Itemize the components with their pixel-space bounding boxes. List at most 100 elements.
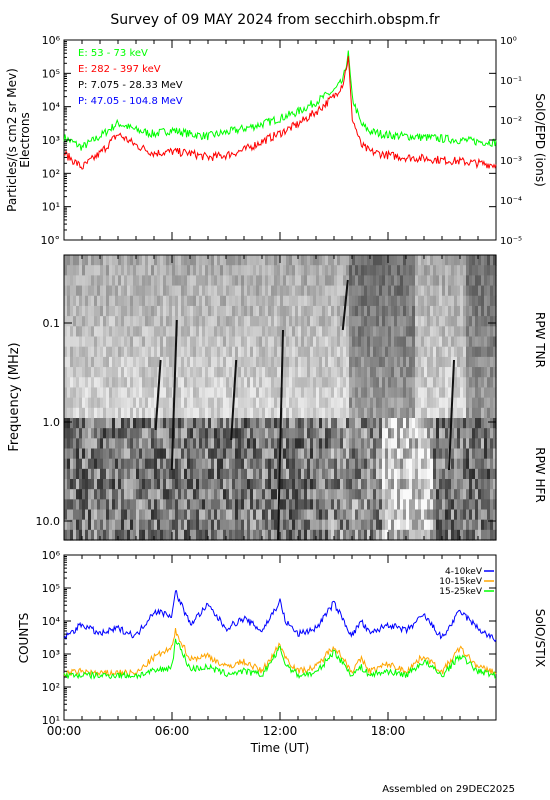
tnr-cell xyxy=(481,326,485,338)
radio-right-label-hfr: RPW HFR xyxy=(533,447,547,503)
tnr-cell xyxy=(235,397,239,409)
hfr-cell xyxy=(139,479,143,490)
hfr-cell xyxy=(193,468,197,480)
tnr-cell xyxy=(109,367,113,378)
tnr-cell xyxy=(442,387,446,399)
tnr-cell xyxy=(325,326,329,338)
tnr-cell xyxy=(406,367,410,378)
tnr-cell xyxy=(427,295,431,307)
hfr-cell xyxy=(469,428,473,439)
hfr-cell xyxy=(490,458,494,470)
hfr-cell xyxy=(64,529,68,541)
hfr-cell xyxy=(91,529,95,541)
tnr-cell xyxy=(409,356,413,368)
hfr-cell xyxy=(307,448,311,460)
tnr-cell xyxy=(268,265,272,276)
hfr-cell xyxy=(121,489,125,500)
tnr-cell xyxy=(361,326,365,338)
hfr-cell xyxy=(334,509,338,521)
hfr-cell xyxy=(358,489,362,500)
tnr-cell xyxy=(433,255,437,266)
tnr-cell xyxy=(487,377,491,389)
hfr-cell xyxy=(445,428,449,439)
tnr-cell xyxy=(97,316,101,327)
tnr-cell xyxy=(373,346,377,358)
particles-legend: E: 53 - 73 keV E: 282 - 397 keV P: 7.075… xyxy=(78,48,183,107)
tnr-cell xyxy=(454,407,458,419)
tnr-cell xyxy=(334,397,338,409)
hfr-cell xyxy=(304,468,308,480)
tnr-cell xyxy=(166,285,170,297)
hfr-cell xyxy=(481,489,485,500)
hfr-cell xyxy=(103,448,107,460)
hfr-cell xyxy=(409,519,413,531)
hfr-cell xyxy=(424,479,428,490)
tnr-cell xyxy=(70,326,74,338)
hfr-cell xyxy=(202,468,206,480)
tnr-cell xyxy=(469,397,473,409)
tnr-cell xyxy=(334,377,338,389)
tnr-cell xyxy=(382,336,386,348)
tnr-cell xyxy=(106,316,110,327)
tnr-cell xyxy=(313,407,317,419)
tnr-cell xyxy=(349,346,353,358)
hfr-cell xyxy=(364,489,368,500)
tnr-cell xyxy=(256,255,260,266)
hfr-cell xyxy=(289,519,293,531)
tnr-cell xyxy=(475,316,479,327)
hfr-cell xyxy=(253,448,257,460)
tnr-cell xyxy=(439,377,443,389)
tnr-cell xyxy=(199,316,203,327)
tnr-cell xyxy=(460,275,464,287)
hfr-cell xyxy=(331,418,335,429)
tnr-cell xyxy=(148,316,152,327)
hfr-cell xyxy=(490,448,494,460)
tnr-cell xyxy=(322,377,326,389)
tnr-cell xyxy=(79,407,83,419)
hfr-cell xyxy=(103,468,107,480)
hfr-cell xyxy=(394,428,398,439)
tnr-cell xyxy=(229,356,233,368)
tnr-cell xyxy=(139,397,143,409)
hfr-cell xyxy=(151,438,155,450)
hfr-cell xyxy=(256,529,260,541)
tnr-cell xyxy=(340,316,344,327)
tnr-cell xyxy=(94,356,98,368)
tnr-cell xyxy=(286,397,290,409)
tnr-cell xyxy=(436,305,440,317)
hfr-cell xyxy=(76,458,80,470)
tnr-cell xyxy=(154,305,158,317)
hfr-cell xyxy=(358,509,362,521)
tnr-cell xyxy=(184,377,188,389)
hfr-cell xyxy=(181,489,185,500)
tnr-cell xyxy=(379,326,383,338)
hfr-cell xyxy=(76,438,80,450)
tnr-cell xyxy=(91,275,95,287)
tnr-cell xyxy=(466,367,470,378)
tnr-cell xyxy=(442,326,446,338)
hfr-cell xyxy=(130,468,134,480)
tnr-cell xyxy=(490,285,494,297)
tnr-cell xyxy=(238,316,242,327)
hfr-cell xyxy=(106,479,110,490)
tnr-cell xyxy=(196,255,200,266)
tnr-cell xyxy=(103,295,107,307)
tnr-cell xyxy=(199,285,203,297)
tnr-cell xyxy=(85,336,89,348)
hfr-cell xyxy=(445,418,449,429)
tnr-cell xyxy=(91,356,95,368)
tnr-cell xyxy=(223,275,227,287)
hfr-cell xyxy=(229,468,233,480)
hfr-cell xyxy=(244,479,248,490)
legend-e2: E: 282 - 397 keV xyxy=(78,64,161,75)
hfr-cell xyxy=(349,489,353,500)
tnr-cell xyxy=(298,407,302,419)
tnr-cell xyxy=(430,407,434,419)
tnr-cell xyxy=(79,255,83,266)
hfr-cell xyxy=(316,428,320,439)
tnr-cell xyxy=(151,377,155,389)
tnr-cell xyxy=(349,275,353,287)
tnr-cell xyxy=(268,255,272,266)
hfr-cell xyxy=(352,519,356,531)
hfr-cell xyxy=(214,418,218,429)
